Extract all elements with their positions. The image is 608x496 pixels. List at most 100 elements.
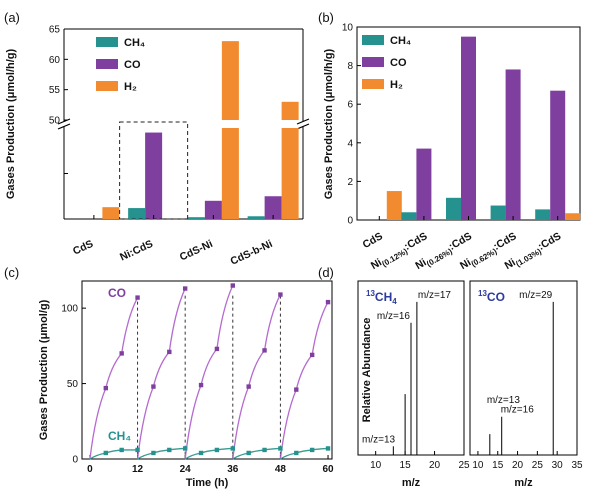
y-tick-label: 55	[49, 85, 61, 96]
data-point-CH4	[167, 447, 172, 453]
data-point-CH4	[246, 450, 251, 456]
bar-H2	[221, 41, 239, 121]
data-point-CH4	[230, 446, 235, 451]
x-tick-label: 10	[370, 460, 382, 471]
data-point-CH4	[262, 447, 267, 453]
bar-CO	[550, 90, 566, 220]
x-tick-label: 15	[492, 460, 504, 471]
y-tick-label: 65	[49, 25, 61, 36]
x-tick-label: 30	[552, 460, 564, 471]
data-point-CO	[182, 286, 188, 291]
x-tick-label: 35	[571, 460, 583, 471]
data-point-CH4	[214, 447, 220, 453]
x-tick-label: Ni:CdS	[118, 238, 155, 264]
y-tick-label: 0	[72, 455, 78, 466]
x-tick-label: 10	[472, 460, 484, 471]
y-tick-label: 50	[67, 379, 79, 390]
series-line-CH4	[280, 447, 329, 460]
data-point-CO	[198, 382, 204, 388]
data-point-CO	[167, 349, 172, 355]
x-tick-label: 20	[512, 460, 524, 471]
bar-CH4	[187, 217, 205, 219]
series-line-CH4	[232, 447, 281, 460]
bar-H2	[281, 128, 299, 219]
bar-CO	[264, 196, 282, 219]
y-tick-label: 8	[347, 61, 353, 72]
data-point-CH4	[151, 450, 156, 456]
data-point-CO	[214, 346, 220, 352]
y-tick-label: 60	[49, 55, 61, 66]
bar-H2	[281, 101, 299, 120]
y-tick-label: 50	[49, 116, 61, 127]
data-point-CO	[294, 387, 299, 392]
y-axis-label: Gases Production (μmol/g)	[38, 299, 50, 440]
subplot-title: 13CO	[478, 289, 505, 304]
x-tick-label: 25	[458, 460, 470, 471]
peak-label: m/z=13	[487, 395, 521, 406]
legend-label: CH₄	[390, 35, 411, 47]
plot-frame	[81, 280, 333, 460]
series-line-CH4	[184, 447, 233, 460]
bar-H2	[386, 191, 402, 220]
panel-label-b: (b)	[318, 10, 334, 25]
y-tick-label: 0	[347, 216, 353, 227]
legend-label: CH₄	[124, 37, 145, 49]
legend-swatch	[96, 37, 118, 47]
y-tick-label: 100	[61, 304, 78, 315]
bar-H2	[565, 213, 581, 220]
subplot-title: 13CH4	[366, 289, 397, 306]
series-label-co: CO	[108, 286, 126, 300]
axis-break-right	[296, 118, 310, 125]
bar-H2	[102, 207, 120, 219]
x-tick-label: 48	[275, 464, 287, 475]
bar-CO	[145, 132, 163, 219]
bar-CO	[204, 200, 222, 219]
subplot-frame	[469, 280, 578, 456]
x-tick-label: CdS	[71, 238, 95, 258]
series-line-CO	[232, 294, 281, 460]
data-point-CH4	[135, 447, 140, 453]
x-tick-label: 12	[132, 464, 144, 475]
data-point-CO	[325, 299, 331, 305]
legend-label: CO	[390, 57, 407, 69]
bar-CH4	[490, 205, 506, 220]
data-point-CH4	[278, 446, 283, 451]
series-label-ch4: CH₄	[108, 429, 131, 443]
y-tick-label: 6	[347, 100, 353, 111]
bar-CH4	[535, 209, 551, 220]
axis-break-right	[296, 123, 310, 130]
y-axis-label: Gases Production (μmol/h/g)	[323, 48, 335, 199]
legend-swatch	[362, 79, 384, 89]
peak-label: m/z=13	[362, 434, 396, 445]
x-tick-label: CdS-b-Ni	[229, 238, 275, 268]
x-tick-label: 15	[400, 460, 412, 471]
x-tick-label: 20	[429, 460, 441, 471]
y-tick-label: 4	[347, 138, 353, 149]
series-line-CO	[136, 288, 186, 460]
legend-swatch	[362, 35, 384, 45]
peak-label: m/z=16	[377, 311, 411, 322]
data-point-CH4	[103, 450, 109, 456]
y-axis-label: Gases Production (μmol/h/g)	[5, 48, 17, 199]
legend-label: CO	[124, 59, 141, 71]
series-line-CO	[279, 301, 329, 460]
bar-CO	[461, 36, 476, 221]
data-point-CH4	[309, 447, 315, 453]
data-point-CO	[262, 348, 267, 353]
data-point-CH4	[119, 447, 124, 453]
y-tick-label: 2	[347, 177, 353, 188]
x-tick-label: CdS-Ni	[178, 238, 215, 264]
data-point-CH4	[182, 446, 188, 451]
bar-CH4	[247, 216, 265, 219]
y-tick-label: 10	[342, 23, 354, 34]
peak-label: m/z=17	[418, 290, 452, 301]
legend-swatch	[362, 57, 384, 67]
data-point-CH4	[325, 446, 331, 451]
x-tick-label: 60	[322, 464, 334, 475]
data-point-CO	[151, 384, 156, 389]
x-tick-label: 36	[227, 464, 239, 475]
y-axis-label: Relative Abundance	[361, 318, 373, 423]
x-axis-label: m/z	[402, 477, 421, 489]
series-line-CH4	[89, 449, 138, 460]
